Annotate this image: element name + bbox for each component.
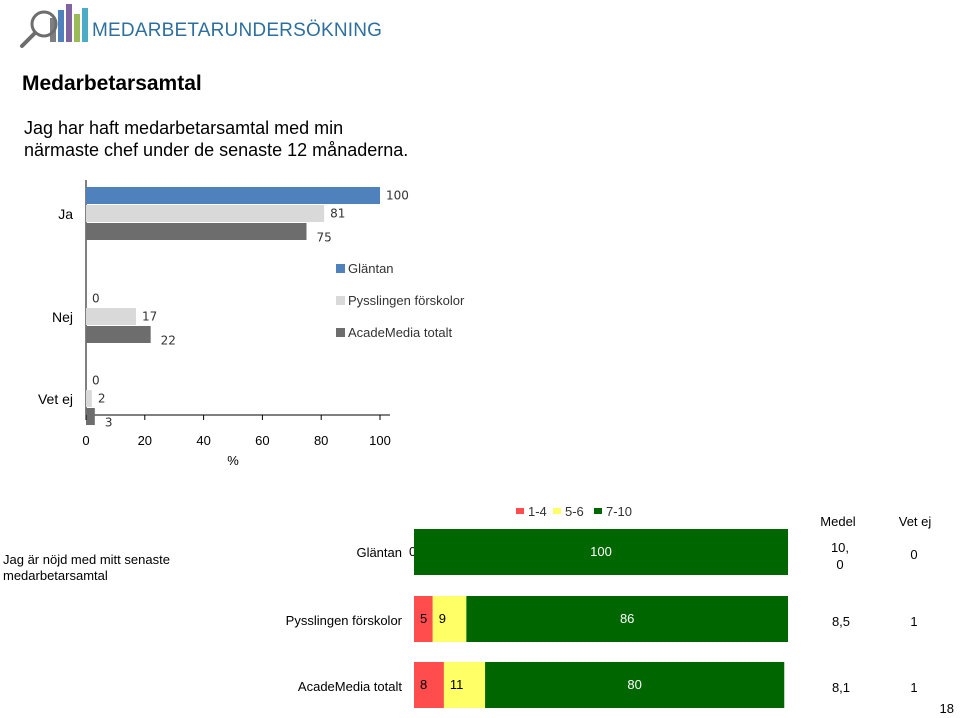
data-label: 0 — [92, 292, 100, 306]
vet-ej-value: 0 — [910, 547, 917, 562]
legend-swatch — [594, 508, 602, 514]
segment-value: 11 — [450, 677, 464, 692]
vet-ej-value: 1 — [910, 614, 917, 629]
segment-7-10 — [414, 529, 788, 575]
x-tick-label: 80 — [314, 433, 328, 448]
question-line-2: närmaste chef under de senaste 12 månade… — [24, 140, 409, 160]
data-label: 17 — [142, 310, 157, 324]
bar-academedia-totalt — [86, 223, 307, 240]
segment-1-4 — [414, 662, 444, 708]
legend-swatch — [553, 508, 561, 514]
question-line-1: Jag har haft medarbetarsamtal med min — [24, 118, 344, 138]
legend-label: AcadeMedia totalt — [348, 325, 452, 340]
data-label: 75 — [317, 231, 332, 245]
legend-swatch — [336, 328, 345, 337]
row-label: Gläntan — [356, 545, 402, 560]
page-title: Medarbetarsamtal — [22, 72, 202, 95]
medel-value: 8,1 — [832, 680, 850, 695]
row-title-line-1: Jag är nöjd med mitt senaste — [3, 552, 170, 567]
category-label: Vet ej — [38, 391, 73, 407]
segment-5-6 — [443, 662, 486, 708]
x-tick-label: 20 — [138, 433, 152, 448]
data-label: 100 — [386, 189, 409, 203]
segment-value: 80 — [627, 677, 641, 692]
legend-swatch — [336, 264, 345, 273]
header-medel: Medel — [820, 514, 856, 529]
legend-swatch — [336, 296, 345, 305]
grouped-bar-chart: Ja 100 81 75 Nej 0 17 22 Vet ej 0 2 3 0 20 40 60 80 100% G… — [38, 180, 465, 468]
row-title-line-2: medarbetarsamtal — [3, 568, 108, 583]
segment-value: 5 — [420, 611, 427, 626]
logo-text: MEDARBETARUNDERSÖKNING — [92, 20, 383, 41]
segment-5-6 — [432, 596, 467, 642]
data-label: 81 — [330, 207, 345, 221]
legend-label: Gläntan — [348, 261, 394, 276]
legend-swatch — [516, 508, 524, 514]
category-label: Nej — [52, 309, 73, 325]
segment-value: 100 — [590, 544, 612, 559]
legend-label: 1-4 — [528, 504, 547, 519]
x-axis-label: % — [227, 453, 239, 468]
segment-1-4 — [414, 596, 433, 642]
logo-icon — [20, 4, 88, 48]
header-vet-ej: Vet ej — [899, 514, 932, 529]
bar-pysslingen-f-rskolor — [86, 308, 136, 325]
segment-7-10 — [466, 596, 788, 642]
x-tick-label: 40 — [196, 433, 210, 448]
category-label: Ja — [58, 206, 73, 222]
row-label: AcadeMedia totalt — [298, 679, 402, 694]
segment-value: 8 — [420, 677, 427, 692]
row-label: Pysslingen förskolor — [286, 613, 403, 628]
question-text: Jag har haft medarbetarsamtal med min nä… — [24, 117, 408, 161]
page-number: 18 — [939, 701, 954, 716]
segment-7-10 — [485, 662, 785, 708]
bar-pysslingen-f-rskolor — [86, 205, 325, 222]
legend-label: Pysslingen förskolor — [348, 293, 465, 308]
legend-label: 5-6 — [565, 504, 584, 519]
legend-label: 7-10 — [606, 504, 632, 519]
data-label: 0 — [92, 374, 100, 388]
vet-ej-value: 1 — [910, 680, 917, 695]
x-tick-label: 0 — [82, 433, 89, 448]
data-label: 2 — [98, 392, 106, 406]
segment-value: 0 — [409, 544, 416, 559]
segment-value: 9 — [439, 611, 446, 626]
data-label: 3 — [105, 416, 113, 430]
x-tick-label: 100 — [369, 433, 391, 448]
segment-value: 86 — [620, 611, 634, 626]
medel-value: 10, — [831, 540, 849, 555]
bar-pysslingen-f-rskolor — [86, 390, 92, 407]
bar-academedia-totalt — [86, 326, 151, 343]
bar-academedia-totalt — [86, 408, 95, 425]
bar-gl-ntan — [86, 187, 380, 204]
medel-value-cont: 0 — [836, 557, 843, 572]
data-label: 22 — [161, 334, 176, 348]
x-tick-label: 60 — [255, 433, 269, 448]
medel-value: 8,5 — [832, 614, 850, 629]
